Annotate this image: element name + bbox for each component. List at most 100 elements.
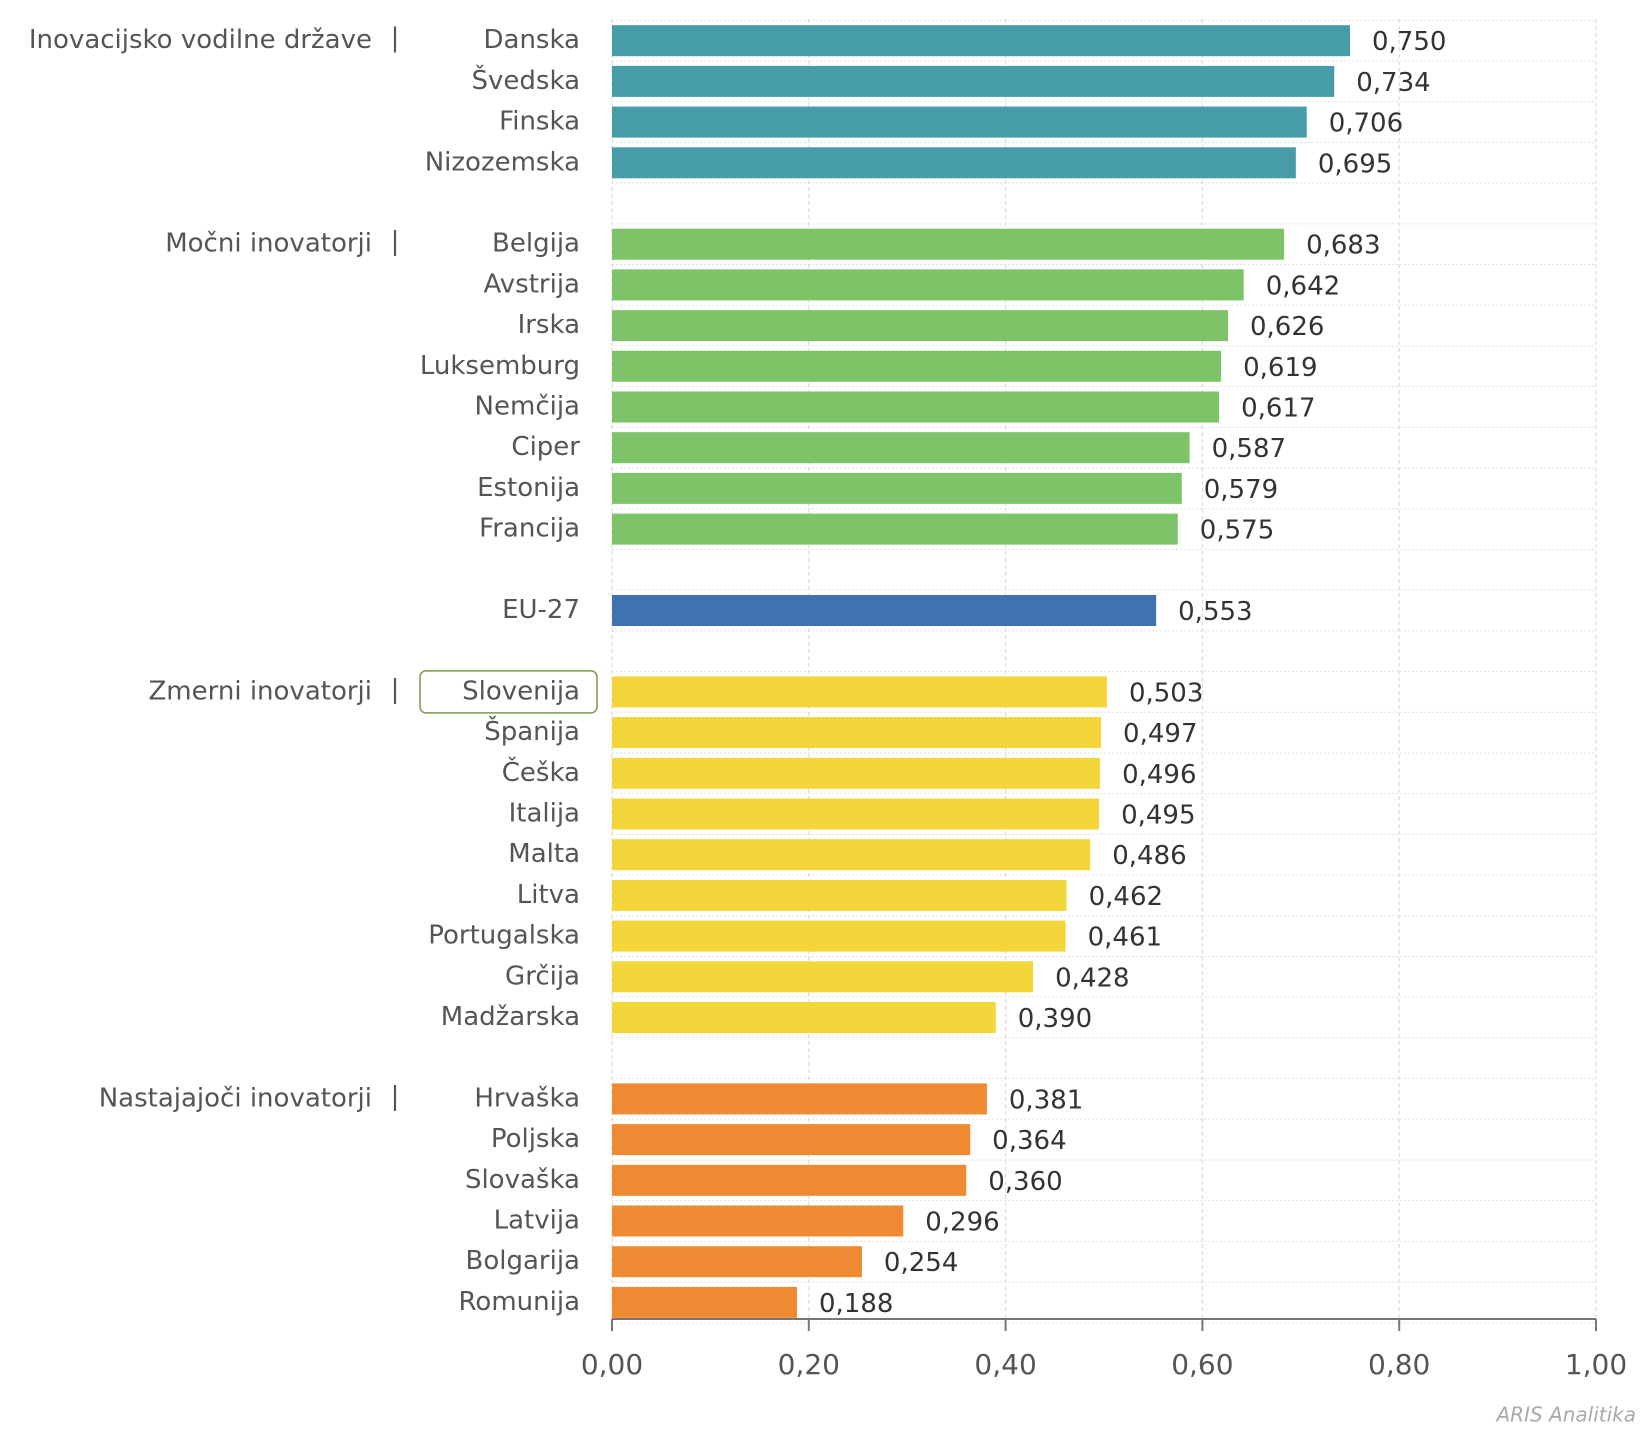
x-tick-label: 0,80 [1368,1348,1430,1381]
category-label: Bolgarija [466,1246,580,1276]
category-label: Romunija [459,1287,580,1317]
value-label: 0,734 [1356,68,1430,98]
value-label: 0,428 [1055,963,1129,993]
bar [612,310,1228,342]
category-label: Luksemburg [420,351,580,381]
category-label: Švedska [472,64,580,96]
category-label: Nemčija [475,392,580,422]
category-label: Finska [499,107,580,137]
group-separator: | [391,674,400,704]
group-separator: | [391,1081,400,1111]
value-label: 0,254 [884,1248,958,1278]
bar [612,391,1220,423]
category-label: Poljska [491,1124,580,1154]
bar [612,432,1190,464]
value-label: 0,486 [1112,841,1186,871]
category-label: Malta [508,839,580,869]
value-label: 0,695 [1318,149,1392,179]
bar [612,1246,862,1278]
value-label: 0,497 [1123,719,1197,749]
value-label: 0,495 [1121,801,1195,831]
value-label: 0,617 [1241,394,1315,424]
category-label: Francija [479,514,580,544]
value-label: 0,575 [1200,516,1274,546]
bar [612,1124,971,1156]
value-label: 0,503 [1129,678,1203,708]
value-label: 0,496 [1122,760,1196,790]
bar [612,350,1222,382]
x-tick-label: 0,40 [974,1348,1036,1381]
value-label: 0,683 [1306,231,1380,261]
category-label: Češka [502,756,580,788]
category-label: Litva [517,880,580,910]
category-label: EU-27 [502,595,580,625]
bar [612,920,1066,952]
category-label: Belgija [492,229,580,259]
value-label: 0,750 [1372,27,1446,57]
value-label: 0,462 [1089,882,1163,912]
bar [612,65,1335,97]
value-label: 0,587 [1212,434,1286,464]
value-label: 0,626 [1250,312,1324,342]
bar [612,228,1285,260]
group-separator: | [391,227,400,257]
bar [612,717,1102,749]
value-label: 0,642 [1266,271,1340,301]
bar [612,676,1107,708]
value-label: 0,360 [988,1167,1062,1197]
category-label: Portugalska [428,921,580,951]
value-label: 0,619 [1243,353,1317,383]
x-tick-label: 0,20 [778,1348,840,1381]
category-label: Latvija [494,1206,580,1236]
category-label: Nizozemska [425,147,580,177]
bar [612,1083,987,1115]
value-label: 0,706 [1329,109,1403,139]
group-label: Nastajajoči inovatorji [99,1083,372,1113]
group-label: Inovacijsko vodilne države [29,25,372,55]
value-label: 0,579 [1204,475,1278,505]
value-label: 0,188 [819,1289,893,1319]
bar [612,879,1067,911]
bar [612,839,1091,871]
category-label: Estonija [477,473,580,503]
category-label: Španija [484,715,580,747]
value-label: 0,364 [992,1126,1066,1156]
value-label: 0,390 [1018,1004,1092,1034]
bar [612,472,1182,504]
category-label: Slovaška [465,1165,580,1195]
value-label: 0,461 [1088,923,1162,953]
value-label: 0,381 [1009,1085,1083,1115]
bar [612,1164,967,1196]
category-label: Irska [518,310,580,340]
bar [612,25,1350,57]
bar [612,1002,996,1033]
category-label: Hrvaška [474,1083,580,1113]
category-label: Madžarska [441,1002,580,1032]
group-label: Močni inovatorji [165,229,372,259]
value-label: 0,296 [925,1208,999,1238]
group-label: Zmerni inovatorji [148,676,372,706]
marks [612,25,1350,1318]
source: ARIS Analitika [1495,1403,1637,1427]
bar [612,757,1101,789]
group-separator: | [391,23,400,53]
bar [612,147,1296,179]
bar [612,106,1307,138]
bar [612,269,1244,301]
highlight-box [419,670,598,714]
bar [612,961,1034,993]
grid [611,19,1597,1324]
bar [612,595,1157,626]
category-label: Avstrija [484,269,580,299]
bar [612,1286,797,1318]
bar [612,513,1178,545]
category-label: Ciper [511,432,580,462]
category-label: Slovenija [462,676,580,706]
category-label: Grčija [505,961,580,991]
x-tick-label: 0,00 [581,1348,643,1381]
bar [612,798,1100,830]
value-label: 0,553 [1178,597,1252,627]
category-label: Danska [483,25,580,55]
x-tick-label: 0,60 [1171,1348,1233,1381]
